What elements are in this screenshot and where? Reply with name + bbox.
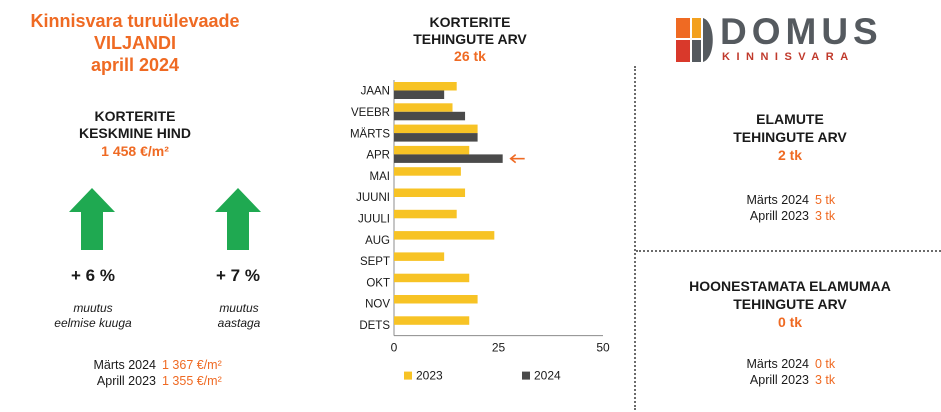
compare-value: 1 367 €/m² — [162, 358, 222, 372]
bar-2023 — [394, 273, 470, 283]
houses-title: ELAMUTE — [756, 111, 824, 127]
bar-2023 — [394, 188, 466, 197]
bar-2024 — [394, 90, 445, 99]
category-label: JUULI — [358, 213, 390, 225]
average-price-subtitle: KESKMINE HIND — [78, 125, 191, 141]
category-label: NOV — [365, 299, 390, 311]
compare-label: Märts 2024 — [746, 357, 809, 371]
houses-comparison: Märts 2024 5 tk Aprill 2023 3 tk — [715, 192, 835, 224]
category-label: APR — [366, 150, 390, 162]
bar-2023 — [394, 82, 457, 91]
monthly-transactions-chart: JAAN VEEBR MÄRTS APR MAI JUUNI JUULI AUG SEPT OKT… — [350, 80, 610, 383]
category-label: AUG — [365, 235, 390, 247]
category-label: OKT — [366, 277, 390, 289]
highlight-arrow-head-icon — [509, 154, 517, 164]
apartment-transactions-title: KORTERITE — [429, 14, 511, 30]
legend-swatch — [522, 371, 530, 380]
land-value: 0 tk — [777, 314, 803, 330]
yearly-change-desc: muutus aastaga — [179, 301, 299, 331]
bar-2023 — [394, 231, 495, 240]
bar-2023 — [394, 124, 478, 134]
monthly-change-pct: + 6 % — [71, 266, 115, 285]
up-arrow-icon — [69, 188, 115, 250]
report-title: Kinnisvara turuülevaade — [30, 11, 240, 31]
category-label: MÄRTS — [350, 128, 390, 140]
x-tick-label: 0 — [391, 341, 398, 355]
land-subtitle: TEHINGUTE ARV — [733, 296, 847, 312]
yearly-change-pct: + 7 % — [216, 266, 260, 285]
bar-2024 — [394, 154, 503, 163]
land-comparison: Märts 2024 0 tk Aprill 2023 3 tk — [715, 356, 835, 388]
category-label: DETS — [359, 320, 390, 332]
price-comparison: Märts 2024 1 367 €/m² Aprill 2023 1 355 €/… — [60, 357, 222, 389]
compare-value: 5 tk — [815, 193, 836, 207]
report-period: aprill 2024 — [90, 55, 180, 75]
compare-label: Aprill 2023 — [749, 373, 809, 387]
bar-2023 — [394, 167, 461, 176]
compare-label: Aprill 2023 — [96, 374, 156, 388]
x-tick-label: 25 — [492, 341, 506, 355]
houses-compare-row: Märts 2024 5 tk — [715, 192, 835, 208]
average-price-value: 1 458 €/m² — [101, 143, 169, 159]
up-arrow-icon — [215, 188, 261, 250]
houses-value: 2 tk — [777, 147, 803, 163]
compare-value: 0 tk — [815, 357, 836, 371]
category-label: MAI — [370, 171, 390, 183]
yearly-desc-line1: muutus — [219, 301, 259, 315]
logo-wordmark: DOMUS — [720, 11, 883, 52]
bar-2023 — [394, 103, 453, 112]
vertical-divider — [634, 66, 636, 410]
x-tick-label: 50 — [596, 341, 610, 355]
apartment-transactions-subtitle: TEHINGUTE ARV — [413, 31, 527, 47]
category-label: SEPT — [360, 256, 390, 268]
category-label: VEEBR — [351, 107, 390, 119]
price-compare-row: Märts 2024 1 367 €/m² — [60, 357, 222, 373]
houses-compare-row: Aprill 2023 3 tk — [715, 208, 835, 224]
bar-2024 — [394, 111, 466, 121]
compare-value: 3 tk — [815, 373, 836, 387]
legend-label: 2024 — [534, 369, 561, 383]
compare-value: 3 tk — [815, 209, 836, 223]
compare-label: Aprill 2023 — [749, 209, 809, 223]
price-compare-row: Aprill 2023 1 355 €/m² — [60, 373, 222, 389]
compare-label: Märts 2024 — [746, 193, 809, 207]
compare-value: 1 355 €/m² — [162, 374, 222, 388]
horizontal-divider — [636, 250, 941, 252]
bar-2023 — [394, 252, 445, 261]
report-city: VILJANDI — [93, 33, 176, 53]
land-compare-row: Aprill 2023 3 tk — [715, 372, 835, 388]
compare-label: Märts 2024 — [93, 358, 156, 372]
bar-2024 — [394, 133, 478, 142]
legend-label: 2023 — [416, 369, 443, 383]
bar-2023 — [394, 316, 470, 325]
legend-swatch — [404, 371, 412, 380]
yearly-desc-line2: aastaga — [217, 316, 261, 330]
bar-2023 — [394, 295, 478, 304]
monthly-change-desc: muutus eelmise kuuga — [33, 301, 153, 331]
logo-subtitle: KINNISVARA — [722, 51, 855, 63]
land-compare-row: Märts 2024 0 tk — [715, 356, 835, 372]
monthly-desc-line1: muutus — [73, 301, 113, 315]
land-block: HOONESTAMATA ELAMUMAA TEHINGUTE ARV 0 tk — [640, 277, 940, 332]
houses-subtitle: TEHINGUTE ARV — [733, 129, 847, 145]
domus-logo-icon — [676, 18, 713, 62]
apartment-transactions-value: 26 tk — [454, 48, 486, 64]
category-label: JAAN — [361, 86, 390, 98]
apartment-transactions-header: KORTERITE TEHINGUTE ARV 26 tk — [350, 14, 590, 65]
bar-2023 — [394, 209, 457, 219]
category-label: JUUNI — [356, 192, 390, 204]
average-price-block: KORTERITE KESKMINE HIND 1 458 €/m² — [40, 108, 230, 161]
average-price-title: KORTERITE — [94, 108, 176, 124]
monthly-desc-line2: eelmise kuuga — [54, 316, 132, 330]
houses-block: ELAMUTE TEHINGUTE ARV 2 tk — [640, 110, 940, 165]
land-title: HOONESTAMATA ELAMUMAA — [689, 278, 891, 294]
bar-2023 — [394, 145, 470, 155]
report-header: Kinnisvara turuülevaade VILJANDI aprill … — [0, 10, 270, 76]
